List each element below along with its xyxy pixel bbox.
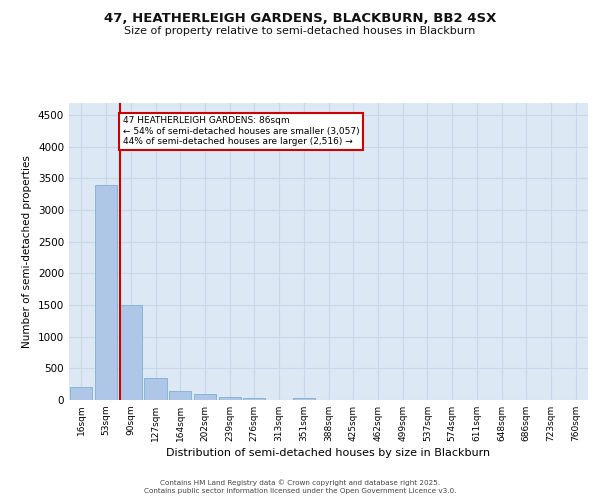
Text: Size of property relative to semi-detached houses in Blackburn: Size of property relative to semi-detach… bbox=[124, 26, 476, 36]
X-axis label: Distribution of semi-detached houses by size in Blackburn: Distribution of semi-detached houses by … bbox=[166, 448, 491, 458]
Bar bbox=[70, 388, 92, 400]
Text: 47 HEATHERLEIGH GARDENS: 86sqm
← 54% of semi-detached houses are smaller (3,057): 47 HEATHERLEIGH GARDENS: 86sqm ← 54% of … bbox=[122, 116, 359, 146]
Y-axis label: Number of semi-detached properties: Number of semi-detached properties bbox=[22, 155, 32, 348]
Bar bbox=[145, 378, 167, 400]
Bar bbox=[293, 398, 315, 400]
Bar bbox=[119, 305, 142, 400]
Bar bbox=[218, 397, 241, 400]
Bar bbox=[95, 185, 117, 400]
Bar bbox=[169, 390, 191, 400]
Bar bbox=[243, 398, 265, 400]
Text: 47, HEATHERLEIGH GARDENS, BLACKBURN, BB2 4SX: 47, HEATHERLEIGH GARDENS, BLACKBURN, BB2… bbox=[104, 12, 496, 26]
Bar bbox=[194, 394, 216, 400]
Text: Contains HM Land Registry data © Crown copyright and database right 2025.
Contai: Contains HM Land Registry data © Crown c… bbox=[144, 480, 456, 494]
